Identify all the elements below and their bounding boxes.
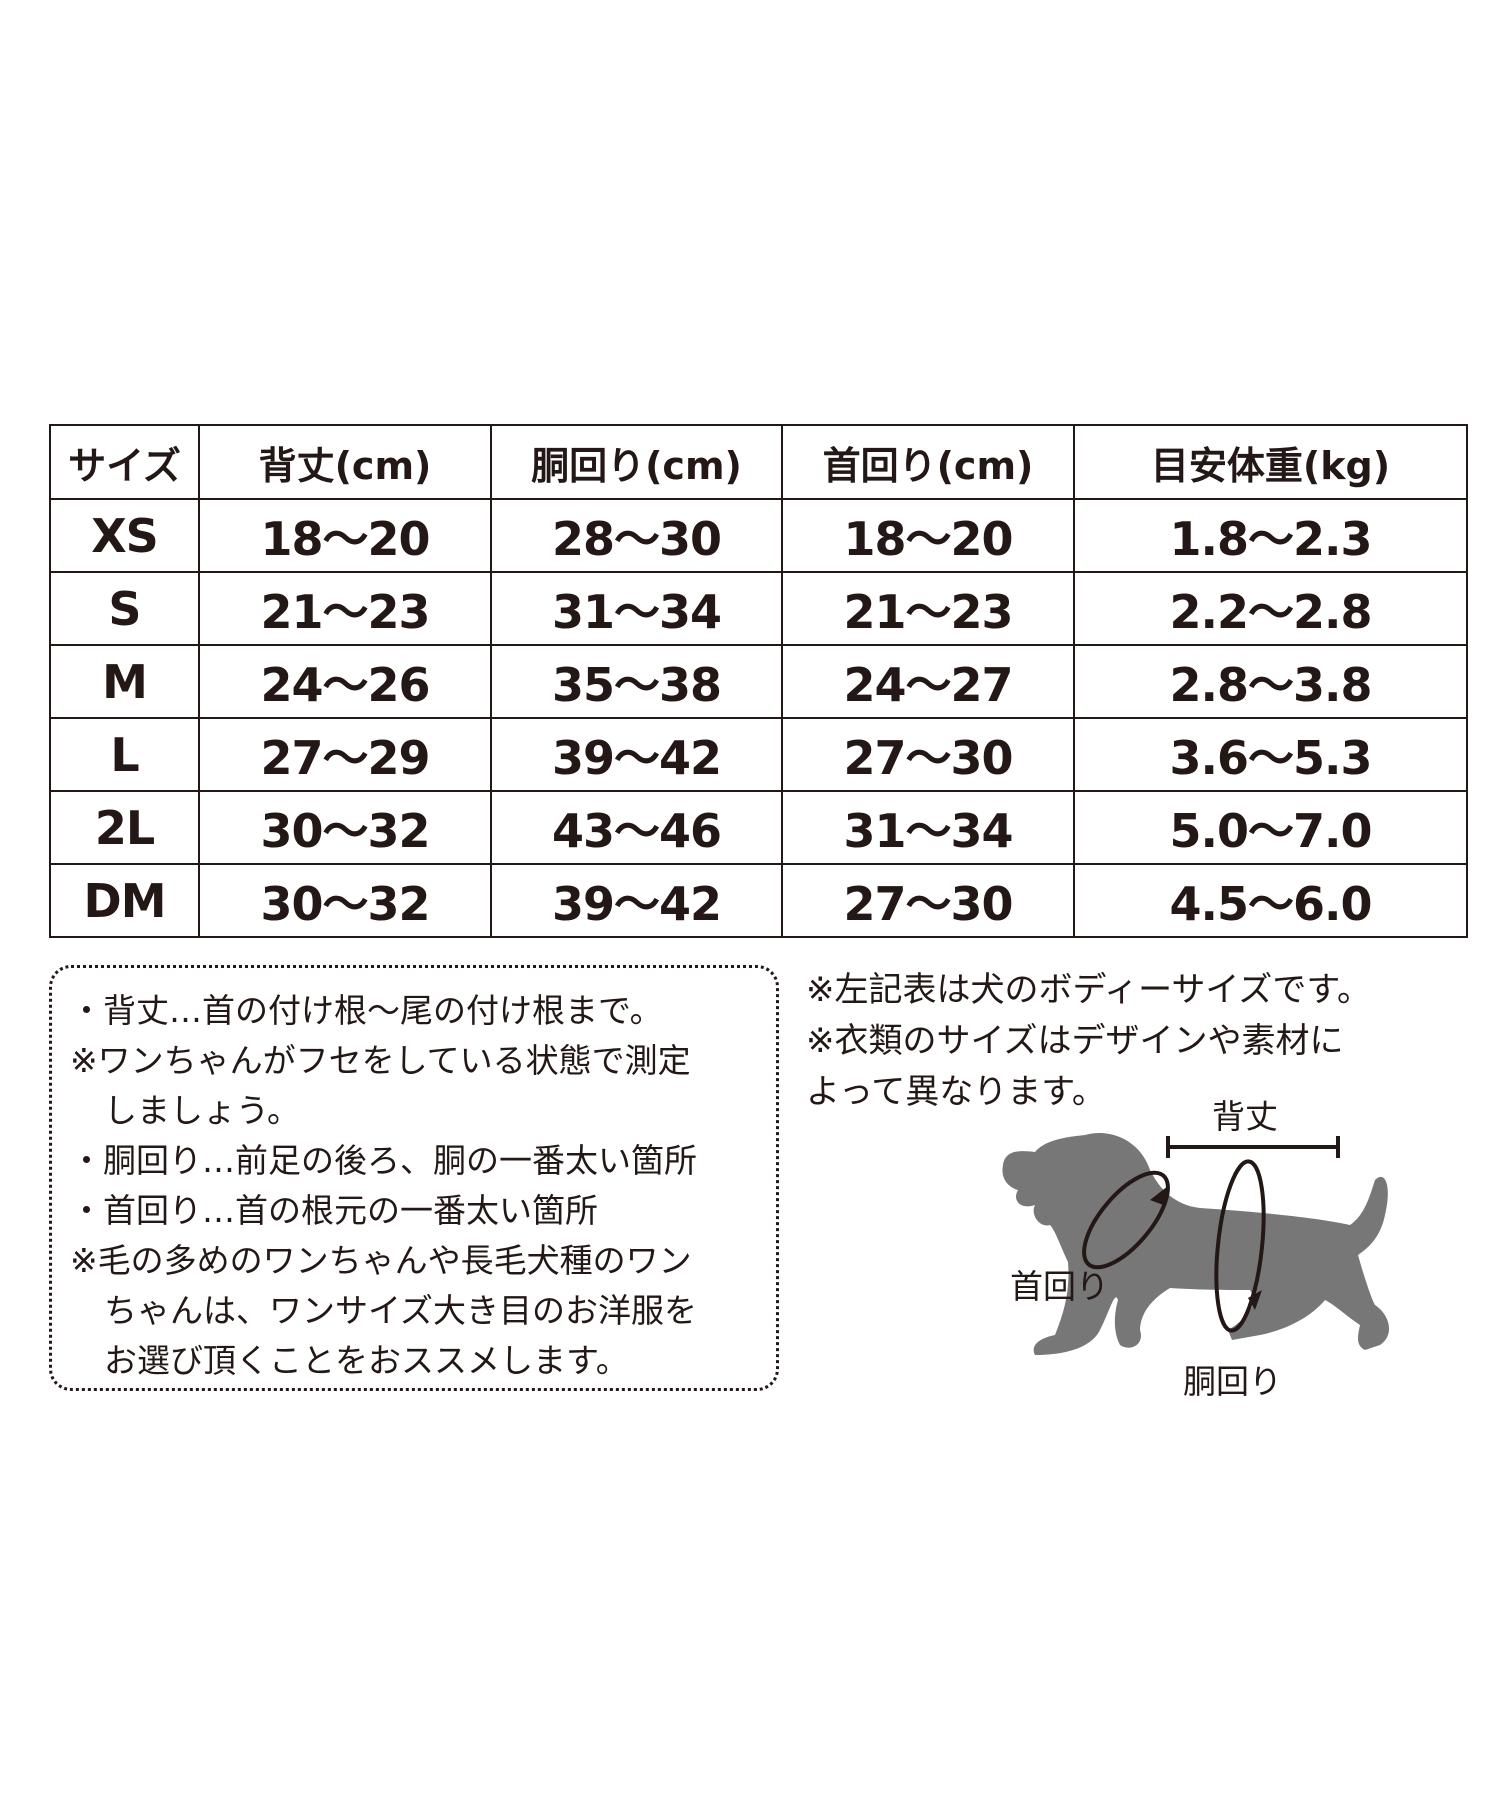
value-cell: 21〜23	[198, 571, 492, 646]
value-cell: 39〜42	[490, 717, 783, 792]
disclaimer-line: ※衣類のサイズはデザインや素材に	[806, 1021, 1344, 1061]
measurement-notes-box: ・背丈…首の付け根〜尾の付け根まで。 ※ワンちゃんがフセをしている状態で測定 し…	[49, 965, 779, 1391]
value-cell: 27〜30	[781, 717, 1075, 792]
value-cell: 30〜32	[198, 863, 492, 938]
value-cell: 31〜34	[490, 571, 783, 646]
value-cell: 4.5〜6.0	[1073, 863, 1468, 938]
value-cell: 35〜38	[490, 644, 783, 719]
header-neck: 首回り(cm)	[781, 424, 1075, 500]
value-cell: 27〜30	[781, 863, 1075, 938]
size-cell: DM	[49, 863, 200, 938]
size-cell: XS	[49, 498, 200, 573]
size-disclaimer: ※左記表は犬のボディーサイズです。 ※衣類のサイズはデザインや素材に よって異な…	[806, 965, 1371, 1118]
value-cell: 24〜26	[198, 644, 492, 719]
note-line: しましょう。	[104, 1091, 301, 1130]
neck-label: 首回り	[1010, 1267, 1109, 1306]
back-length-label: 背丈	[1212, 1097, 1278, 1136]
table-header-row: サイズ 背丈(cm) 胴回り(cm) 首回り(cm) 目安体重(kg)	[49, 424, 1468, 500]
value-cell: 43〜46	[490, 790, 783, 865]
size-cell: M	[49, 644, 200, 719]
table-row: 2L 30〜32 43〜46 31〜34 5.0〜7.0	[49, 790, 1468, 865]
value-cell: 21〜23	[781, 571, 1075, 646]
note-line: ※毛の多めのワンちゃんや長毛犬種のワン	[70, 1241, 692, 1280]
table-row: M 24〜26 35〜38 24〜27 2.8〜3.8	[49, 644, 1468, 719]
size-table: サイズ 背丈(cm) 胴回り(cm) 首回り(cm) 目安体重(kg) XS 18…	[49, 424, 1468, 938]
table-row: DM 30〜32 39〜42 27〜30 4.5〜6.0	[49, 863, 1468, 938]
header-chest: 胴回り(cm)	[490, 424, 783, 500]
note-line: ・首回り…首の根元の一番太い箇所	[70, 1191, 598, 1230]
note-line: ・背丈…首の付け根〜尾の付け根まで。	[70, 991, 663, 1030]
value-cell: 27〜29	[198, 717, 492, 792]
header-back-length: 背丈(cm)	[198, 424, 492, 500]
value-cell: 30〜32	[198, 790, 492, 865]
header-size: サイズ	[49, 424, 200, 500]
value-cell: 1.8〜2.3	[1073, 498, 1468, 573]
value-cell: 18〜20	[781, 498, 1075, 573]
size-cell: 2L	[49, 790, 200, 865]
header-weight: 目安体重(kg)	[1073, 424, 1468, 500]
table-row: XS 18〜20 28〜30 18〜20 1.8〜2.3	[49, 498, 1468, 573]
size-cell: S	[49, 571, 200, 646]
dog-silhouette-icon	[1002, 1133, 1390, 1355]
value-cell: 5.0〜7.0	[1073, 790, 1468, 865]
note-line: お選び頂くことをおススメします。	[104, 1341, 629, 1380]
disclaimer-line: ※左記表は犬のボディーサイズです。	[806, 970, 1372, 1010]
value-cell: 28〜30	[490, 498, 783, 573]
value-cell: 39〜42	[490, 863, 783, 938]
size-cell: L	[49, 717, 200, 792]
neck-ring-icon	[1082, 1170, 1170, 1270]
table-row: L 27〜29 39〜42 27〜30 3.6〜5.3	[49, 717, 1468, 792]
value-cell: 31〜34	[781, 790, 1075, 865]
chest-label: 胴回り	[1183, 1362, 1282, 1401]
note-line: ・胴回り…前足の後ろ、胴の一番太い箇所	[70, 1141, 697, 1180]
arrow-icon	[1150, 1186, 1168, 1206]
arrow-icon	[1248, 1290, 1262, 1310]
value-cell: 18〜20	[198, 498, 492, 573]
chest-ring-icon	[1214, 1159, 1266, 1333]
value-cell: 24〜27	[781, 644, 1075, 719]
table-row: S 21〜23 31〜34 21〜23 2.2〜2.8	[49, 571, 1468, 646]
note-line: ちゃんは、ワンサイズ大き目のお洋服を	[104, 1291, 698, 1330]
value-cell: 2.2〜2.8	[1073, 571, 1468, 646]
disclaimer-line: よって異なります。	[806, 1072, 1106, 1112]
note-line: ※ワンちゃんがフセをしている状態で測定	[70, 1041, 691, 1080]
value-cell: 3.6〜5.3	[1073, 717, 1468, 792]
value-cell: 2.8〜3.8	[1073, 644, 1468, 719]
